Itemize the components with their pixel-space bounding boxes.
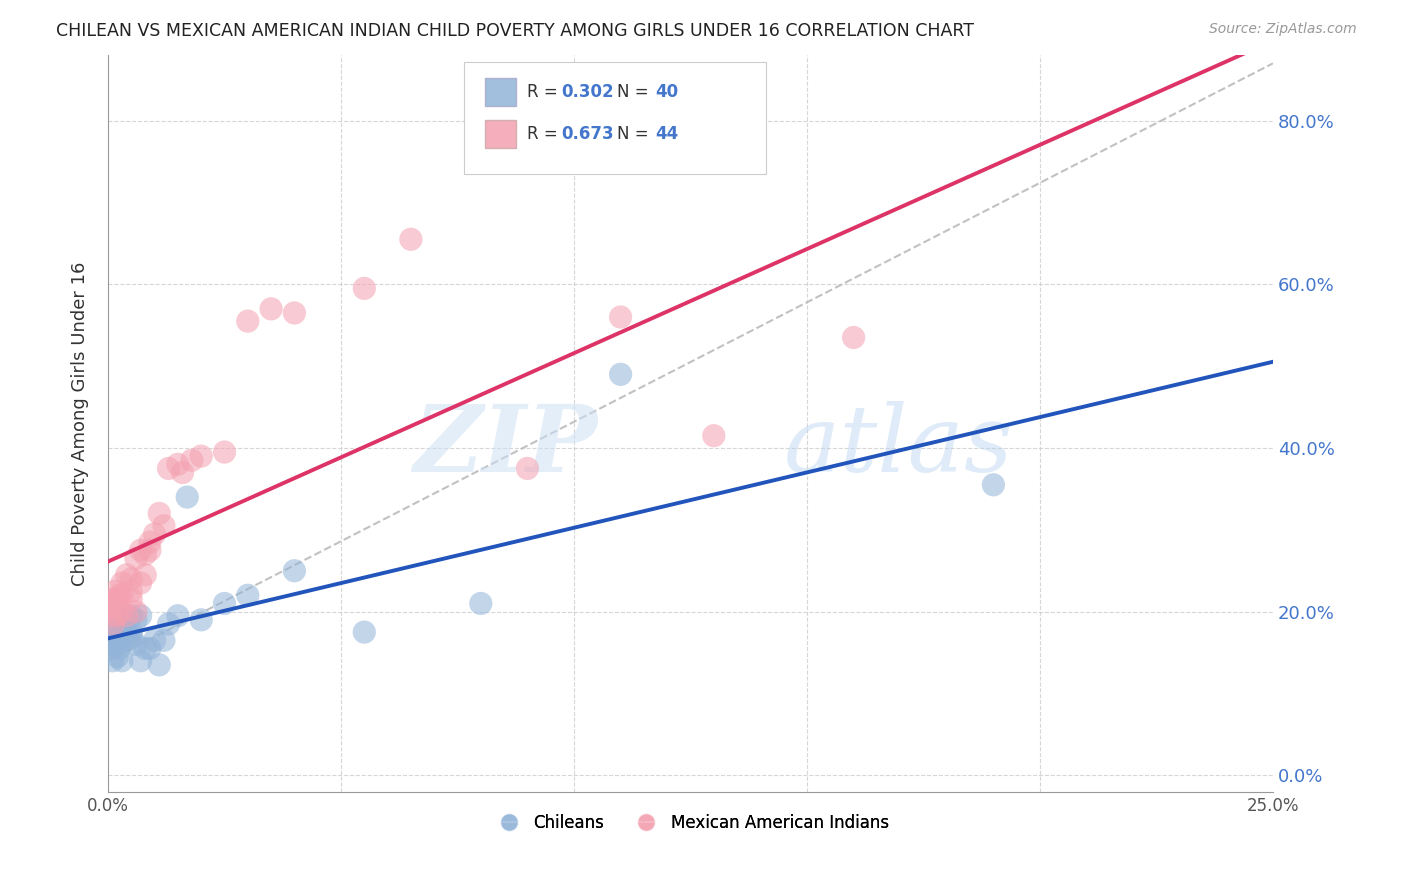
Point xyxy=(103,625,125,640)
Point xyxy=(134,547,156,561)
Point xyxy=(125,637,148,651)
Point xyxy=(115,608,138,623)
Point xyxy=(104,584,127,599)
Point xyxy=(148,657,170,672)
Point xyxy=(176,490,198,504)
Point xyxy=(98,592,121,607)
Point xyxy=(609,368,631,382)
Point xyxy=(111,605,134,619)
Point xyxy=(167,608,190,623)
Point xyxy=(134,567,156,582)
Point xyxy=(120,608,142,623)
Point xyxy=(609,310,631,324)
Point xyxy=(101,637,124,651)
Point xyxy=(143,527,166,541)
Point xyxy=(399,232,422,246)
Text: N =: N = xyxy=(617,83,654,101)
Point xyxy=(111,588,134,602)
Point xyxy=(115,608,138,623)
Point xyxy=(105,592,128,607)
Point xyxy=(115,625,138,640)
Point xyxy=(107,621,129,635)
Point xyxy=(139,535,162,549)
Point xyxy=(703,428,725,442)
Point xyxy=(98,600,121,615)
Point xyxy=(139,543,162,558)
Point xyxy=(120,584,142,599)
Point xyxy=(129,576,152,591)
Point xyxy=(172,466,194,480)
Point xyxy=(842,330,865,344)
Text: 0.302: 0.302 xyxy=(561,83,613,101)
Point xyxy=(111,616,134,631)
Point xyxy=(120,625,142,640)
Point xyxy=(134,641,156,656)
Point xyxy=(353,625,375,640)
Point xyxy=(190,449,212,463)
Point xyxy=(108,588,131,602)
Point xyxy=(129,608,152,623)
Text: 0.673: 0.673 xyxy=(561,125,613,143)
Point xyxy=(111,576,134,591)
Point xyxy=(143,633,166,648)
Point xyxy=(983,477,1005,491)
Point xyxy=(120,572,142,586)
Text: 44: 44 xyxy=(655,125,679,143)
Point xyxy=(101,608,124,623)
Point xyxy=(98,641,121,656)
Point xyxy=(157,616,180,631)
Point xyxy=(103,616,125,631)
Point xyxy=(353,281,375,295)
Text: atlas: atlas xyxy=(783,401,1014,491)
Text: CHILEAN VS MEXICAN AMERICAN INDIAN CHILD POVERTY AMONG GIRLS UNDER 16 CORRELATIO: CHILEAN VS MEXICAN AMERICAN INDIAN CHILD… xyxy=(56,22,974,40)
Point xyxy=(214,597,236,611)
Point xyxy=(283,564,305,578)
Point xyxy=(101,597,124,611)
Point xyxy=(129,654,152,668)
Text: Source: ZipAtlas.com: Source: ZipAtlas.com xyxy=(1209,22,1357,37)
Point xyxy=(120,592,142,607)
Point xyxy=(105,633,128,648)
Legend: Chileans, Mexican American Indians: Chileans, Mexican American Indians xyxy=(485,807,896,838)
Point xyxy=(125,613,148,627)
Point xyxy=(108,641,131,656)
Point xyxy=(125,551,148,566)
Point xyxy=(101,654,124,668)
Point xyxy=(120,629,142,643)
Text: ZIP: ZIP xyxy=(413,401,598,491)
Point xyxy=(214,445,236,459)
Point xyxy=(129,543,152,558)
Point xyxy=(111,633,134,648)
Point xyxy=(115,567,138,582)
Point xyxy=(148,507,170,521)
Point xyxy=(139,641,162,656)
Point xyxy=(105,649,128,664)
Point xyxy=(516,461,538,475)
Point xyxy=(260,301,283,316)
Point xyxy=(104,597,127,611)
Point xyxy=(111,654,134,668)
Point xyxy=(112,613,135,627)
Point xyxy=(105,608,128,623)
Point xyxy=(470,597,492,611)
Point xyxy=(118,633,141,648)
Point xyxy=(153,633,176,648)
Point xyxy=(125,605,148,619)
Text: N =: N = xyxy=(617,125,654,143)
Text: 40: 40 xyxy=(655,83,678,101)
Point xyxy=(104,608,127,623)
Point xyxy=(190,613,212,627)
Text: R =: R = xyxy=(527,125,564,143)
Point xyxy=(283,306,305,320)
Point xyxy=(157,461,180,475)
Point xyxy=(167,458,190,472)
Point xyxy=(236,314,259,328)
Point xyxy=(236,588,259,602)
Point xyxy=(180,453,202,467)
Point xyxy=(105,629,128,643)
Y-axis label: Child Poverty Among Girls Under 16: Child Poverty Among Girls Under 16 xyxy=(72,261,89,586)
Text: R =: R = xyxy=(527,83,564,101)
Point xyxy=(153,518,176,533)
